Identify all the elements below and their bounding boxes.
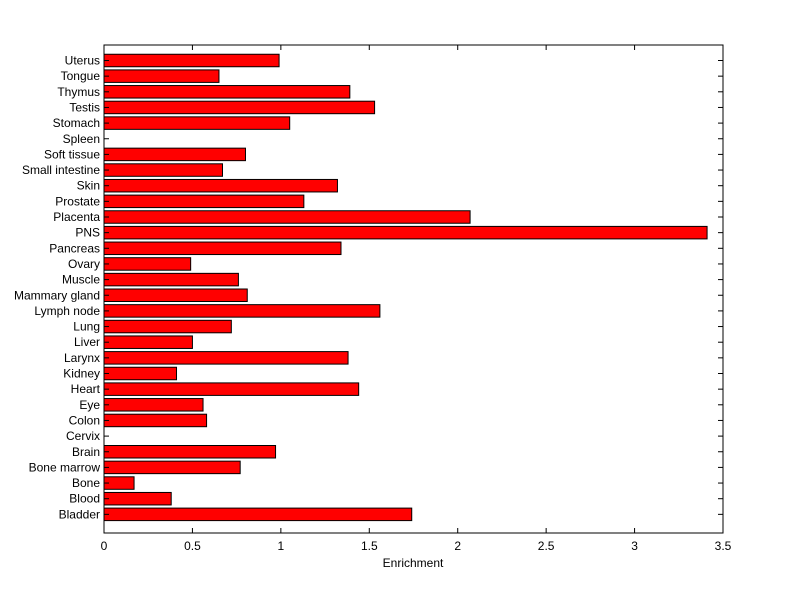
x-tick-label: 2.5 bbox=[538, 539, 555, 553]
category-label: Lung bbox=[73, 320, 100, 334]
x-tick-label: 3 bbox=[631, 539, 638, 553]
bar-brain bbox=[103, 445, 277, 459]
category-label: Mammary gland bbox=[14, 288, 100, 302]
bar-blood bbox=[103, 491, 172, 506]
x-tick-label: 2 bbox=[454, 539, 461, 553]
bar-colon bbox=[103, 413, 208, 428]
bar-uterus bbox=[103, 53, 280, 68]
category-label: Uterus bbox=[65, 54, 100, 68]
bar-heart bbox=[103, 382, 360, 396]
x-tick-label: 1.5 bbox=[361, 539, 378, 553]
category-label: Larynx bbox=[64, 351, 100, 365]
category-label: Small intestine bbox=[22, 163, 100, 177]
bar-placenta bbox=[103, 210, 471, 224]
bar-bladder bbox=[103, 507, 413, 522]
bar-muscle bbox=[103, 272, 239, 287]
category-label: Skin bbox=[77, 179, 100, 193]
category-label: Ovary bbox=[68, 257, 100, 271]
bar-liver bbox=[103, 335, 193, 349]
x-axis-label: Enrichment bbox=[383, 556, 444, 570]
bar-mammary-gland bbox=[103, 288, 248, 302]
category-label: Pancreas bbox=[49, 241, 100, 255]
category-label: Lymph node bbox=[34, 304, 100, 318]
bar-lung bbox=[103, 319, 232, 334]
category-label: Placenta bbox=[53, 210, 100, 224]
bar-tongue bbox=[103, 69, 220, 83]
category-label: Prostate bbox=[55, 194, 100, 208]
x-tick-label: 0.5 bbox=[184, 539, 201, 553]
category-label: Thymus bbox=[57, 85, 100, 99]
plot-frame bbox=[103, 44, 724, 534]
bar-ovary bbox=[103, 257, 192, 271]
category-label: Eye bbox=[79, 398, 100, 412]
category-label: Brain bbox=[72, 445, 100, 459]
bar-pancreas bbox=[103, 241, 342, 256]
bar-small-intestine bbox=[103, 163, 223, 177]
bar-skin bbox=[103, 178, 338, 193]
bar-eye bbox=[103, 398, 204, 412]
category-label: Soft tissue bbox=[44, 147, 100, 161]
category-label: Tongue bbox=[61, 69, 101, 83]
bar-soft-tissue bbox=[103, 147, 246, 162]
category-label: Colon bbox=[69, 413, 100, 427]
bar-pns bbox=[103, 225, 708, 240]
category-label: Bone marrow bbox=[29, 460, 101, 474]
category-label: Cervix bbox=[66, 429, 100, 443]
category-label: Heart bbox=[71, 382, 101, 396]
bar-testis bbox=[103, 100, 376, 115]
category-label: Testis bbox=[69, 100, 100, 114]
category-label: Bladder bbox=[59, 507, 100, 521]
category-label: Muscle bbox=[62, 273, 100, 287]
category-label: Kidney bbox=[63, 367, 100, 381]
x-tick-label: 3.5 bbox=[715, 539, 732, 553]
bar-lymph-node bbox=[103, 304, 381, 318]
category-label: Liver bbox=[74, 335, 100, 349]
bar-kidney bbox=[103, 366, 178, 381]
x-tick-label: 1 bbox=[278, 539, 285, 553]
bar-stomach bbox=[103, 116, 291, 130]
bar-prostate bbox=[103, 194, 305, 209]
category-label: PNS bbox=[75, 226, 100, 240]
category-label: Stomach bbox=[53, 116, 100, 130]
bar-thymus bbox=[103, 85, 351, 99]
bar-larynx bbox=[103, 351, 349, 365]
category-label: Spleen bbox=[63, 132, 100, 146]
category-label: Blood bbox=[69, 492, 100, 506]
category-label: Bone bbox=[72, 476, 100, 490]
bar-bone-marrow bbox=[103, 460, 241, 475]
x-tick-label: 0 bbox=[101, 539, 108, 553]
